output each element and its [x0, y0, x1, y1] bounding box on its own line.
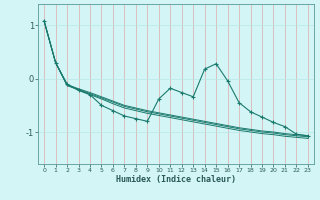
X-axis label: Humidex (Indice chaleur): Humidex (Indice chaleur): [116, 175, 236, 184]
